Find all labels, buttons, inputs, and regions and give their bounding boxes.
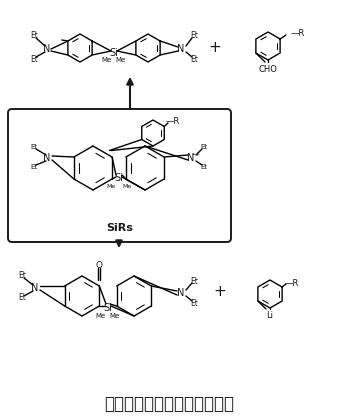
- Text: Me: Me: [122, 183, 131, 188]
- Text: Si: Si: [110, 48, 118, 58]
- Text: —R: —R: [291, 29, 305, 37]
- Text: SiRs: SiRs: [106, 223, 133, 233]
- Text: O: O: [96, 260, 103, 270]
- Text: +: +: [214, 283, 226, 299]
- Text: —R: —R: [285, 278, 299, 287]
- Text: N: N: [187, 153, 195, 163]
- Text: Et: Et: [190, 55, 198, 64]
- Text: Et: Et: [190, 277, 198, 285]
- Text: N: N: [31, 283, 39, 293]
- Text: 硅基罗丹明衍生物反合成分析: 硅基罗丹明衍生物反合成分析: [104, 395, 234, 413]
- Text: Et: Et: [30, 55, 38, 64]
- Text: N: N: [43, 153, 51, 163]
- Text: Et: Et: [30, 144, 38, 150]
- Text: Me: Me: [116, 57, 126, 63]
- Text: Li: Li: [266, 312, 273, 320]
- FancyBboxPatch shape: [8, 109, 231, 242]
- Text: Et: Et: [18, 272, 26, 280]
- Text: Et: Et: [200, 164, 208, 170]
- Text: N: N: [177, 288, 185, 298]
- Text: CHO: CHO: [259, 65, 277, 74]
- Text: Et: Et: [30, 30, 38, 40]
- Text: Si: Si: [103, 303, 113, 313]
- Text: N: N: [177, 44, 185, 54]
- Text: Me: Me: [96, 313, 106, 319]
- Text: Et: Et: [30, 164, 38, 170]
- Text: Me: Me: [110, 313, 120, 319]
- Text: •+: •+: [192, 151, 200, 156]
- Text: +: +: [209, 40, 221, 55]
- Text: Et: Et: [18, 294, 26, 302]
- Text: Et: Et: [200, 144, 208, 150]
- Text: —R: —R: [166, 116, 180, 126]
- Text: Si: Si: [115, 173, 123, 183]
- Text: Me: Me: [106, 183, 116, 188]
- Text: Et: Et: [190, 299, 198, 307]
- Text: N: N: [43, 44, 51, 54]
- Text: Et: Et: [190, 30, 198, 40]
- Text: Me: Me: [102, 57, 112, 63]
